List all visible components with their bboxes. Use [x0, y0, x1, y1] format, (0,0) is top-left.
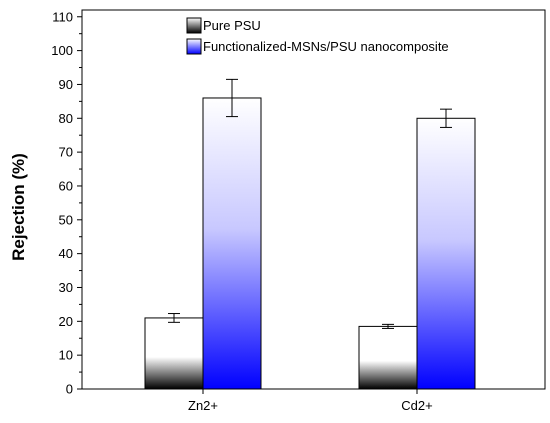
- y-tick-label: 10: [59, 348, 73, 363]
- legend: Pure PSU Functionalized-MSNs/PSU nanocom…: [186, 17, 449, 55]
- y-tick-label: 60: [59, 178, 73, 193]
- y-tick-label: 70: [59, 145, 73, 160]
- legend-label-pure-psu: Pure PSU: [203, 18, 261, 33]
- y-tick-label: 30: [59, 280, 73, 295]
- x-tick-label: Zn2+: [188, 398, 218, 413]
- legend-label-nanocomposite: Functionalized-MSNs/PSU nanocomposite: [203, 39, 449, 54]
- bar-pure-psu-1: [358, 325, 418, 390]
- x-tick-label: Cd2+: [401, 398, 432, 413]
- y-tick-label: 50: [59, 212, 73, 227]
- y-tick-label: 40: [59, 246, 73, 261]
- bars-layer: [144, 97, 476, 390]
- y-tick-label: 0: [66, 382, 73, 397]
- y-tick-label: 110: [52, 9, 73, 24]
- error-bars-layer: [168, 78, 452, 329]
- y-tick-label: 90: [59, 77, 73, 92]
- legend-swatch-pure-psu: [186, 17, 202, 34]
- y-tick-label: 20: [59, 314, 73, 329]
- bar-pure-psu-0: [144, 317, 204, 390]
- y-axis-title: Rejection (%): [9, 153, 28, 261]
- legend-swatch-nanocomposite: [186, 38, 202, 55]
- axes-layer: 0 10 20 30 40 50 60 70 80 90 100 110 Zn2+ Cd2+: [51, 9, 546, 413]
- plot-frame: [81, 9, 546, 390]
- bar-nanocomposite-1: [416, 117, 476, 390]
- y-tick-label: 100: [51, 43, 73, 58]
- bar-nanocomposite-0: [202, 97, 262, 390]
- y-tick-label: 80: [59, 111, 73, 126]
